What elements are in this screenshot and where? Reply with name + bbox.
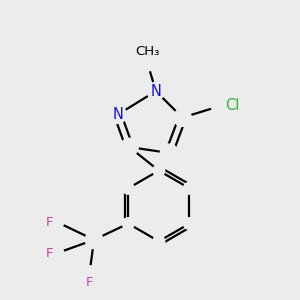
Circle shape	[174, 109, 191, 126]
Text: Cl: Cl	[225, 98, 239, 113]
Circle shape	[184, 182, 195, 194]
Circle shape	[121, 138, 138, 156]
Text: F: F	[46, 216, 54, 229]
Circle shape	[83, 266, 96, 279]
Text: N: N	[151, 84, 161, 99]
Text: N: N	[112, 107, 123, 122]
Circle shape	[184, 218, 195, 230]
Circle shape	[147, 82, 165, 100]
Circle shape	[160, 144, 178, 162]
Text: F: F	[46, 247, 54, 260]
Circle shape	[211, 96, 230, 115]
Text: F: F	[86, 276, 93, 289]
Circle shape	[138, 52, 157, 71]
Circle shape	[153, 236, 165, 247]
Circle shape	[153, 165, 165, 176]
Circle shape	[109, 106, 126, 124]
Circle shape	[122, 182, 134, 194]
Circle shape	[122, 218, 134, 230]
Circle shape	[85, 231, 103, 249]
Circle shape	[51, 247, 64, 260]
Text: CH₃: CH₃	[135, 45, 159, 58]
Circle shape	[51, 216, 64, 229]
